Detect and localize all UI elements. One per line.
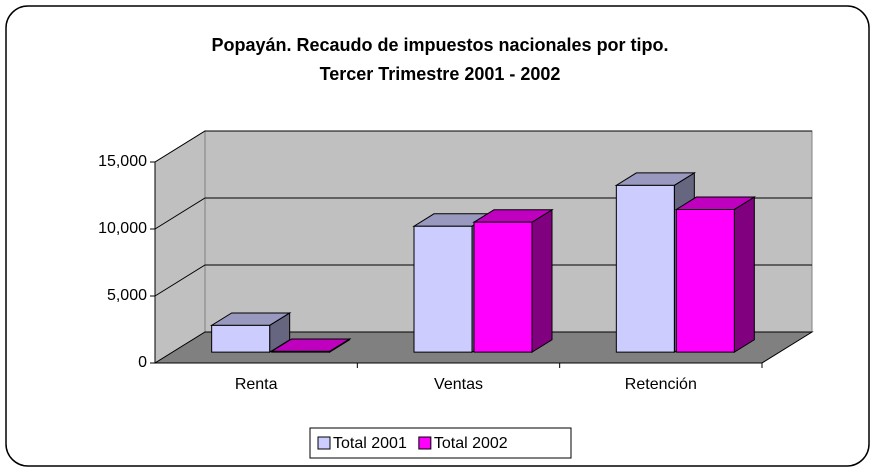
grid-line: [154, 264, 812, 297]
y-tick-label: 10,000: [98, 220, 147, 237]
bar: [271, 350, 331, 353]
bar: [615, 184, 675, 353]
bar: [473, 221, 533, 353]
chart-title: Popayán. Recaudo de impuestos nacionales…: [211, 35, 668, 55]
bar-side: [531, 208, 553, 354]
x-tick-label: Ventas: [434, 376, 483, 393]
x-tick-label: Retención: [625, 376, 697, 393]
y-tick-label: 5,000: [107, 287, 147, 304]
grid-line: [154, 197, 812, 230]
bar: [675, 208, 735, 353]
chart-subtitle: Tercer Trimestre 2001 - 2002: [320, 64, 561, 84]
legend-label: Total 2002: [434, 435, 508, 452]
bar: [413, 225, 473, 353]
legend-swatch: [317, 436, 331, 450]
y-tick-label: 0: [138, 354, 147, 371]
legend-box: [309, 427, 572, 459]
y-tick-label: 15,000: [98, 153, 147, 170]
bar-side: [733, 196, 755, 354]
bar: [211, 324, 271, 353]
grid-line: [154, 130, 812, 163]
legend-swatch: [418, 436, 432, 450]
x-tick-label: Renta: [235, 376, 278, 393]
legend-label: Total 2001: [333, 435, 407, 452]
side-wall: [154, 130, 206, 364]
